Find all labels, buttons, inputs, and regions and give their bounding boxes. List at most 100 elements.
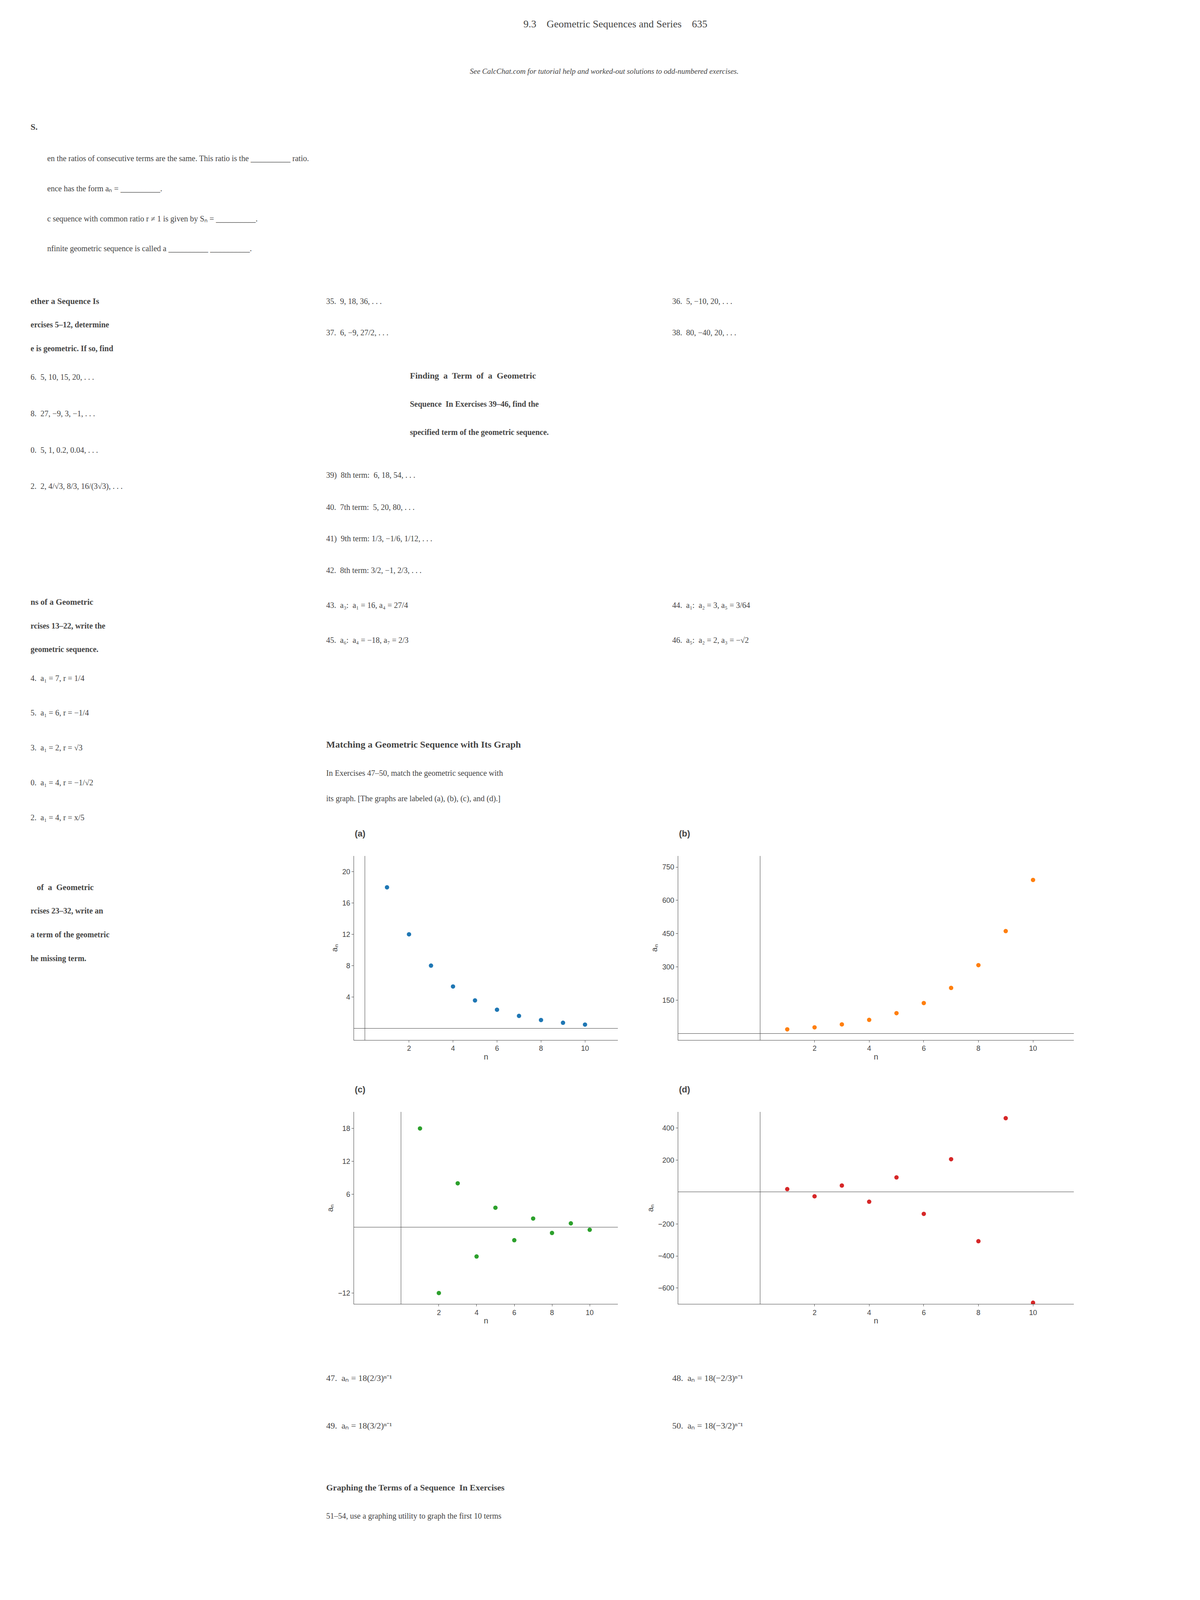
svg-text:12: 12 [342, 930, 350, 939]
svg-text:n: n [873, 1052, 879, 1062]
svg-text:−400: −400 [657, 1251, 675, 1260]
svg-text:50. aₙ = 18(−3/2)ⁿ⁻¹: 50. aₙ = 18(−3/2)ⁿ⁻¹ [672, 1420, 743, 1431]
svg-text:6: 6 [494, 1044, 499, 1053]
svg-text:49. aₙ = 18(3/2)ⁿ⁻¹: 49. aₙ = 18(3/2)ⁿ⁻¹ [326, 1420, 393, 1431]
svg-text:specified term of the geometri: specified term of the geometric sequence… [409, 427, 549, 437]
svg-text:6: 6 [346, 1190, 350, 1199]
svg-text:3. a₁ = 2, r = √3: 3. a₁ = 2, r = √3 [30, 743, 83, 752]
svg-text:44. a₁: a₂ = 3, a₅ = 3/64: 44. a₁: a₂ = 3, a₅ = 3/64 [672, 600, 750, 610]
svg-text:6: 6 [921, 1044, 926, 1053]
svg-text:4: 4 [867, 1308, 872, 1317]
svg-text:8: 8 [976, 1044, 981, 1053]
svg-text:2: 2 [812, 1044, 817, 1053]
svg-text:10: 10 [1028, 1044, 1037, 1053]
svg-text:8: 8 [550, 1308, 554, 1317]
svg-text:rcises 23–32, write an: rcises 23–32, write an [30, 906, 104, 916]
svg-text:S.: S. [30, 121, 38, 132]
svg-text:40. 7th term: 5, 20, 80, . .: 40. 7th term: 5, 20, 80, . . . [326, 502, 415, 512]
svg-text:−600: −600 [657, 1284, 675, 1293]
svg-text:37. 6, −9, 27/2, . . .: 37. 6, −9, 27/2, . . . [326, 328, 389, 337]
svg-text:2: 2 [407, 1044, 412, 1053]
svg-text:geometric sequence.: geometric sequence. [30, 644, 99, 654]
svg-text:ether a Sequence Is: ether a Sequence Is [30, 296, 100, 306]
svg-text:48. aₙ = 18(−2/3)ⁿ⁻¹: 48. aₙ = 18(−2/3)ⁿ⁻¹ [672, 1373, 743, 1383]
svg-text:750: 750 [662, 863, 675, 872]
svg-text:4. a₁ = 7, r = 1/4: 4. a₁ = 7, r = 1/4 [30, 673, 85, 683]
svg-text:8: 8 [976, 1308, 981, 1317]
svg-text:39) 8th term: 6, 18, 54, . .: 39) 8th term: 6, 18, 54, . . . [326, 470, 416, 480]
svg-text:0. a₁ = 4, r = −1/√2: 0. a₁ = 4, r = −1/√2 [30, 778, 94, 787]
svg-text:en the ratios of consecutive t: en the ratios of consecutive terms are t… [47, 153, 309, 163]
svg-text:46. a₅: a₂ = 2, a₃ = −√2: 46. a₅: a₂ = 2, a₃ = −√2 [672, 635, 749, 645]
svg-text:18: 18 [342, 1124, 350, 1133]
svg-text:9.3 Geometric Sequences and: 9.3 Geometric Sequences and Series 635 [523, 18, 708, 30]
svg-text:12: 12 [342, 1157, 350, 1166]
svg-text:In Exercises 47–50, match the: In Exercises 47–50, match the geometric … [326, 768, 503, 778]
svg-text:4: 4 [867, 1044, 872, 1053]
svg-text:2. a₁ = 4, r = x/5: 2. a₁ = 4, r = x/5 [30, 813, 85, 822]
svg-text:42. 8th term: 3/2, −1, 2/3, .: 42. 8th term: 3/2, −1, 2/3, . . . [326, 565, 422, 575]
svg-text:2. 2, 4/√3, 8/3, 16/(3√3), .: 2. 2, 4/√3, 8/3, 16/(3√3), . . . [30, 481, 123, 491]
svg-text:2: 2 [436, 1308, 441, 1317]
svg-text:rcises 13–22, write the: rcises 13–22, write the [30, 621, 106, 631]
svg-text:36. 5, −10, 20, . . .: 36. 5, −10, 20, . . . [672, 296, 733, 306]
svg-text:200: 200 [662, 1156, 675, 1165]
svg-text:8: 8 [346, 961, 350, 970]
svg-text:150: 150 [662, 996, 675, 1005]
svg-text:300: 300 [662, 963, 675, 972]
svg-text:400: 400 [662, 1124, 675, 1133]
svg-text:450: 450 [662, 929, 675, 938]
svg-text:0. 5, 1, 0.2, 0.04, . . .: 0. 5, 1, 0.2, 0.04, . . . [30, 445, 99, 455]
svg-text:aₙ: aₙ [650, 944, 659, 952]
svg-text:4: 4 [346, 993, 350, 1002]
svg-text:ercises 5–12, determine: ercises 5–12, determine [30, 320, 110, 329]
svg-text:aₙ: aₙ [330, 944, 339, 952]
svg-text:(c): (c) [354, 1084, 366, 1095]
svg-text:n: n [483, 1052, 489, 1062]
svg-text:ence has the form aₙ = _______: ence has the form aₙ = __________. [47, 184, 163, 193]
svg-text:20: 20 [342, 867, 350, 876]
svg-text:a term of the geometric: a term of the geometric [30, 930, 110, 940]
svg-text:10: 10 [580, 1044, 589, 1053]
svg-text:aₙ: aₙ [646, 1204, 655, 1212]
svg-text:ns of a Geometric: ns of a Geometric [30, 597, 94, 607]
svg-text:41) 9th term: 1/3, −1/6, 1/12: 41) 9th term: 1/3, −1/6, 1/12, . . . [326, 534, 433, 544]
svg-text:4: 4 [451, 1044, 456, 1053]
svg-text:5. a₁ = 6, r = −1/4: 5. a₁ = 6, r = −1/4 [30, 708, 89, 718]
svg-text:47. aₙ = 18(2/3)ⁿ⁻¹: 47. aₙ = 18(2/3)ⁿ⁻¹ [326, 1373, 393, 1383]
svg-text:Matching a Geometric Sequence: Matching a Geometric Sequence with Its G… [326, 739, 522, 750]
svg-text:43. a₃: a₁ = 16, a₄ = 27/4: 43. a₃: a₁ = 16, a₄ = 27/4 [326, 600, 408, 610]
svg-text:Finding a Term of a Geome: Finding a Term of a Geometric [409, 370, 537, 381]
svg-text:Graphing the Terms of a Sequen: Graphing the Terms of a Sequence In Exer… [326, 1482, 505, 1493]
svg-text:38. 80, −40, 20, . . .: 38. 80, −40, 20, . . . [672, 328, 737, 337]
svg-text:8. 27, −9, 3, −1, . . .: 8. 27, −9, 3, −1, . . . [30, 409, 96, 418]
svg-text:c sequence with common ratio r: c sequence with common ratio r ≠ 1 is gi… [47, 214, 258, 224]
svg-text:(a): (a) [354, 828, 366, 839]
svg-text:4: 4 [474, 1308, 479, 1317]
svg-text:nfinite geometric sequence is: nfinite geometric sequence is called a _… [47, 244, 252, 254]
svg-text:6: 6 [512, 1308, 517, 1317]
svg-text:See CalcChat.com for tutorial: See CalcChat.com for tutorial help and w… [469, 67, 739, 76]
svg-text:6: 6 [921, 1308, 926, 1317]
svg-text:6. 5, 10, 15, 20, . . .: 6. 5, 10, 15, 20, . . . [30, 372, 95, 382]
svg-text:−12: −12 [338, 1289, 351, 1298]
svg-text:2: 2 [812, 1308, 817, 1317]
svg-text:e is geometric. If so, find: e is geometric. If so, find [30, 344, 114, 354]
svg-text:(b): (b) [678, 828, 691, 839]
svg-text:he missing term.: he missing term. [30, 953, 87, 964]
svg-text:35. 9, 18, 36, . . .: 35. 9, 18, 36, . . . [326, 296, 382, 306]
svg-text:45. a₆: a₄ = −18, a₇ = 2/3: 45. a₆: a₄ = −18, a₇ = 2/3 [326, 635, 409, 645]
svg-text:of a Geometric: of a Geometric [30, 882, 94, 893]
svg-text:n: n [483, 1316, 489, 1325]
svg-text:−200: −200 [657, 1220, 675, 1229]
svg-text:10: 10 [1028, 1308, 1037, 1317]
svg-text:51–54, use a graphing utility: 51–54, use a graphing utility to graph t… [326, 1511, 502, 1521]
svg-text:Sequence In Exercises 39–46,: Sequence In Exercises 39–46, find the [409, 399, 539, 409]
svg-text:600: 600 [662, 896, 675, 905]
svg-text:(d): (d) [678, 1084, 691, 1095]
svg-text:16: 16 [342, 899, 350, 908]
svg-text:n: n [873, 1316, 879, 1325]
svg-text:its graph. [The graphs are lab: its graph. [The graphs are labeled (a), … [326, 794, 501, 804]
svg-text:aₙ: aₙ [325, 1204, 335, 1212]
svg-text:8: 8 [538, 1044, 543, 1053]
